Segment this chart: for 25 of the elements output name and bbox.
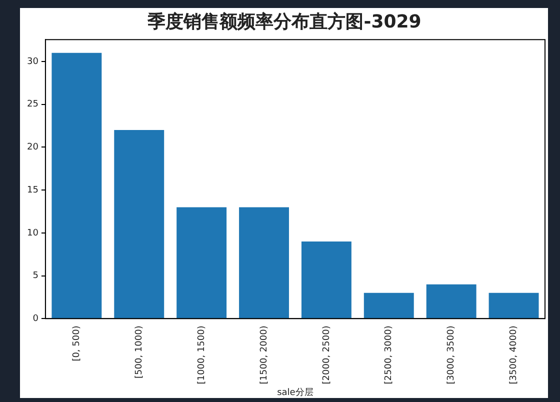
y-tick-label: 0 <box>32 314 39 324</box>
x-tick-label: [1500, 2000) <box>259 326 270 384</box>
bar <box>301 241 352 318</box>
x-tick-label: [2000, 2500) <box>322 326 332 384</box>
x-tick-label: [500, 1000) <box>134 326 144 378</box>
x-tick-label: [3000, 3500) <box>446 326 457 384</box>
x-tick-label: [0, 500) <box>72 326 82 362</box>
y-tick-label: 5 <box>32 271 38 282</box>
y-tick-label: 20 <box>27 142 39 153</box>
bar <box>114 130 164 318</box>
bar <box>488 292 539 318</box>
x-tick-label: [3500, 4000) <box>509 326 520 384</box>
y-tick-label: 10 <box>27 228 39 238</box>
y-tick-label: 25 <box>27 100 38 110</box>
bar <box>239 207 289 318</box>
x-tick-label: [2500, 3000) <box>384 326 394 384</box>
bar <box>426 284 476 318</box>
bar <box>176 207 227 318</box>
y-tick-label: 15 <box>27 185 38 196</box>
x-tick-label: [1000, 1500) <box>196 326 207 384</box>
x-axis-title: sale分层 <box>277 386 314 398</box>
bar <box>364 292 414 318</box>
y-tick-label: 30 <box>27 56 39 67</box>
chart-title: 季度销售额频率分布直方图-3029 <box>146 11 422 32</box>
bar <box>52 52 102 318</box>
